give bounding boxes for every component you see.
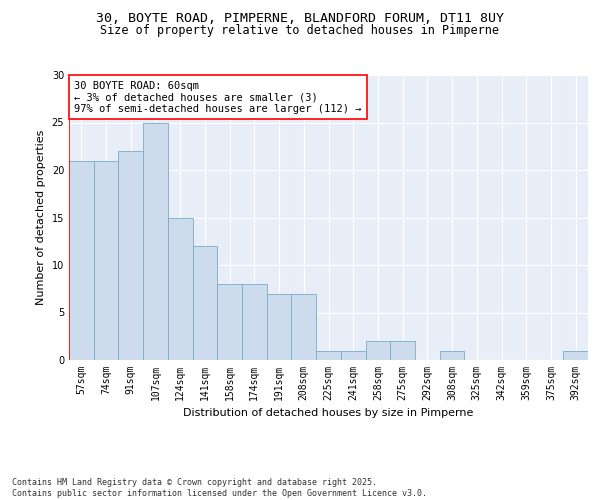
- Bar: [292, 294, 316, 360]
- Bar: [267, 294, 292, 360]
- Text: 30, BOYTE ROAD, PIMPERNE, BLANDFORD FORUM, DT11 8UY: 30, BOYTE ROAD, PIMPERNE, BLANDFORD FORU…: [96, 12, 504, 26]
- Bar: [118, 151, 143, 360]
- Bar: [341, 350, 365, 360]
- Bar: [365, 341, 390, 360]
- Text: Size of property relative to detached houses in Pimperne: Size of property relative to detached ho…: [101, 24, 499, 37]
- Bar: [168, 218, 193, 360]
- Bar: [69, 160, 94, 360]
- X-axis label: Distribution of detached houses by size in Pimperne: Distribution of detached houses by size …: [184, 408, 473, 418]
- Bar: [143, 122, 168, 360]
- Bar: [217, 284, 242, 360]
- Bar: [390, 341, 415, 360]
- Text: 30 BOYTE ROAD: 60sqm
← 3% of detached houses are smaller (3)
97% of semi-detache: 30 BOYTE ROAD: 60sqm ← 3% of detached ho…: [74, 80, 362, 114]
- Bar: [94, 160, 118, 360]
- Bar: [242, 284, 267, 360]
- Y-axis label: Number of detached properties: Number of detached properties: [36, 130, 46, 305]
- Text: Contains HM Land Registry data © Crown copyright and database right 2025.
Contai: Contains HM Land Registry data © Crown c…: [12, 478, 427, 498]
- Bar: [440, 350, 464, 360]
- Bar: [563, 350, 588, 360]
- Bar: [316, 350, 341, 360]
- Bar: [193, 246, 217, 360]
